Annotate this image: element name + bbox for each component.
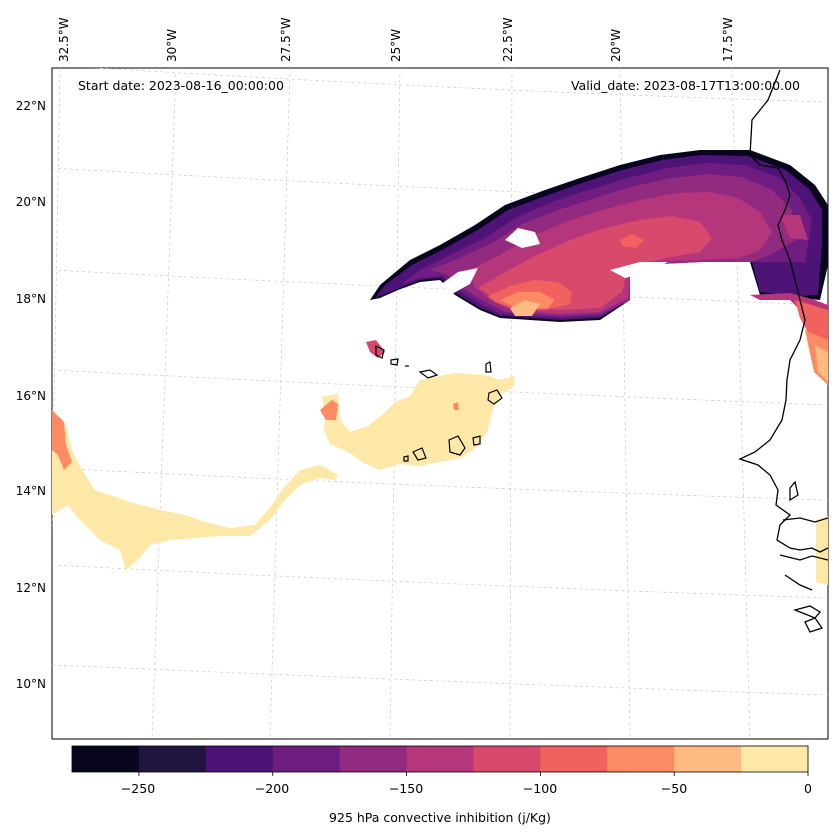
colorbar-segment <box>272 746 341 772</box>
lon-label: 25°W <box>389 29 403 62</box>
lat-labels: 22°N 20°N 18°N 16°N 14°N 12°N 10°N <box>16 99 46 691</box>
lon-label: 30°W <box>165 29 179 62</box>
lon-label: 22.5°W <box>501 17 515 62</box>
cin-band-north <box>370 150 828 385</box>
graticule <box>52 68 828 739</box>
colorbar-ticks: −250 −200 −150 −100 −50 0 <box>121 781 812 796</box>
cin-central <box>320 373 515 470</box>
lat-label: 16°N <box>16 389 46 403</box>
lat-label: 12°N <box>16 581 46 595</box>
lon-label: 20°W <box>609 29 623 62</box>
colorbar-segment <box>473 746 541 772</box>
coastline <box>738 69 828 633</box>
colorbar-tick-label: −50 <box>661 781 687 796</box>
colorbar-segment <box>205 746 274 772</box>
lon-label: 32.5°W <box>57 17 71 62</box>
colorbar-segment <box>674 746 742 772</box>
colorbar-frame <box>71 745 809 773</box>
lat-label: 20°N <box>16 195 46 209</box>
lat-label: 14°N <box>16 484 46 498</box>
colorbar-segment <box>138 746 207 772</box>
lat-label: 18°N <box>16 292 46 306</box>
start-date-label: Start date: 2023-08-16_00:00:00 <box>78 78 284 93</box>
colorbar-segment <box>339 746 408 772</box>
lon-labels: 32.5°W 30°W 27.5°W 25°W 22.5°W 20°W 17.5… <box>57 17 735 62</box>
colorbar <box>71 745 809 776</box>
colorbar-tick-label: −250 <box>121 781 155 796</box>
colorbar-segment <box>72 746 140 772</box>
lat-label: 10°N <box>16 677 46 691</box>
colorbar-segment <box>540 746 608 772</box>
valid-date-label: Valid_date: 2023-08-17T13:00:00.00 <box>571 78 800 93</box>
lon-label: 17.5°W <box>721 17 735 62</box>
colorbar-segment <box>406 746 474 772</box>
colorbar-tick-label: −200 <box>255 781 289 796</box>
colorbar-tick-label: −100 <box>523 781 557 796</box>
lon-label: 27.5°W <box>279 17 293 62</box>
colorbar-segment <box>607 746 675 772</box>
colorbar-tick-label: 0 <box>804 781 812 796</box>
colorbar-tick-label: −150 <box>389 781 423 796</box>
colorbar-title: 925 hPa convective inhibition (j/Kg) <box>329 810 551 825</box>
cin-west <box>52 410 338 570</box>
lat-label: 22°N <box>16 99 46 113</box>
cape-verde-islands <box>375 345 503 462</box>
colorbar-segment <box>741 746 809 772</box>
